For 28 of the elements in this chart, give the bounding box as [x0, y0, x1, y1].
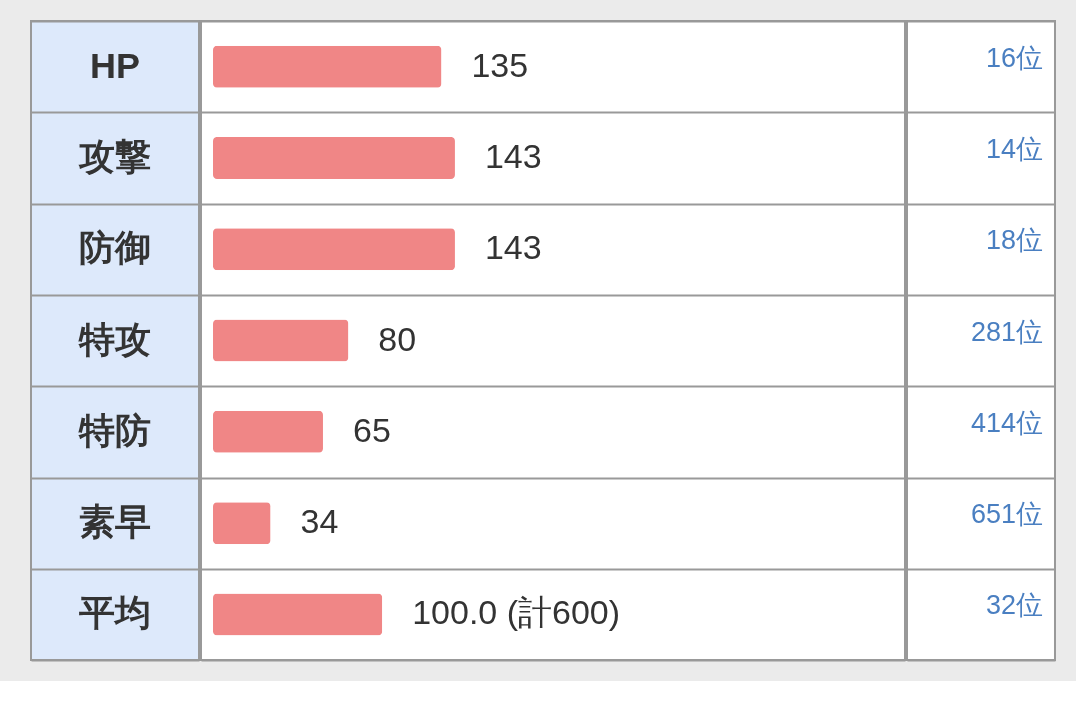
text: 16位	[985, 42, 1043, 73]
y-tick-label: 防御	[79, 227, 151, 269]
text: 14位	[985, 133, 1043, 164]
y-tick-label: 素早	[79, 501, 151, 543]
bar	[213, 319, 349, 362]
bar	[213, 228, 455, 271]
y-tick-label: 攻撃	[78, 135, 151, 177]
data-label: 65	[352, 410, 391, 449]
data-label: 80	[378, 319, 417, 358]
y-tick-label: 特攻	[78, 318, 151, 360]
bar	[213, 136, 455, 179]
data-label: 135	[471, 45, 529, 84]
data-label: 143	[484, 136, 542, 175]
y-tick-label: HP	[90, 44, 140, 86]
text: 18位	[985, 225, 1043, 256]
y-tick-label: 特防	[78, 409, 151, 451]
bar	[213, 593, 383, 636]
text: 414位	[970, 407, 1043, 438]
text: 281位	[970, 316, 1043, 347]
y-tick-label: 平均	[79, 592, 151, 634]
data-label: 143	[484, 228, 542, 267]
bar	[213, 502, 271, 545]
text: 651位	[970, 499, 1043, 530]
data-label: 34	[300, 502, 339, 541]
bar	[213, 45, 442, 88]
data-label: 100.0 (計600)	[412, 593, 621, 632]
text: 32位	[985, 590, 1043, 621]
bar	[213, 410, 323, 453]
